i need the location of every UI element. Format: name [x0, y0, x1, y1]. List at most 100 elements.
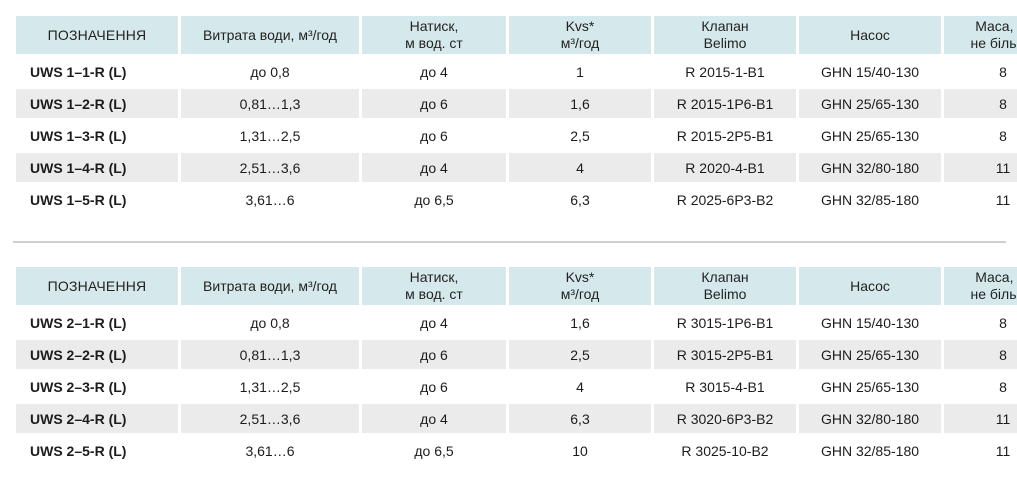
column-header: Маса, кг,не більше: [944, 267, 1017, 305]
column-header-text: Маса, кг,: [975, 269, 1017, 285]
table-cell: GHN 32/85-180: [820, 191, 920, 208]
column-header: Клапан Belimo: [654, 267, 796, 305]
column-header: ПОЗНАЧЕННЯ: [16, 267, 178, 305]
model-designation-cell: UWS 2–2-R (L): [16, 340, 178, 369]
column-header: ПОЗНАЧЕННЯ: [16, 16, 178, 54]
table-cell: R 3015-4-B1: [685, 378, 765, 395]
table-cell: 8: [999, 378, 1007, 395]
table-cell: 1,31…2,5: [239, 127, 301, 144]
table-cell: 8: [999, 63, 1007, 80]
table-cell: 0,81…1,3: [181, 340, 359, 369]
table-row: UWS 2–1-R (L) до 0,8 до 4 1,6 R 3015-1P6-B1 G…: [16, 308, 1017, 337]
table-row: UWS 2–5-R (L) 3,61…6 до 6,5 10 R 3025-10-B2 G…: [16, 436, 1017, 465]
table-cell: 1: [576, 63, 584, 80]
table-cell: R 2025-6P3-B2: [676, 191, 774, 208]
table-cell: R 3015-1P6-B1: [676, 314, 774, 331]
column-header: Витрата води, м³/год: [181, 267, 359, 305]
table-cell: до 6: [362, 89, 506, 118]
table-cell: до 0,8: [250, 314, 290, 331]
table-row: UWS 2–4-R (L) 2,51…3,6 до 4 6,3 R 3020-6P3-B…: [16, 404, 1017, 433]
column-header-text: Натиск,: [409, 18, 459, 34]
table-cell: GHN 32/85-180: [820, 442, 920, 459]
table-cell: R 3015-2P5-B1: [654, 340, 796, 369]
column-header: Kvs* м³/год: [509, 267, 651, 305]
table-cell: до 6: [362, 340, 506, 369]
table-cell: 1,6: [509, 89, 651, 118]
table-cell: 11: [995, 442, 1011, 459]
table-cell: R 2015-2P5-B1: [676, 127, 774, 144]
model-designation-cell: UWS 2–3-R (L): [30, 378, 127, 395]
table-cell: 11: [944, 153, 1017, 182]
column-header-text: м вод. ст: [405, 286, 463, 302]
model-designation-cell: UWS 1–1-R (L): [30, 63, 127, 80]
model-designation-cell: UWS 2–5-R (L): [30, 442, 127, 459]
table-cell: R 2020-4-B1: [654, 153, 796, 182]
table-cell: 6,3: [509, 404, 651, 433]
table-cell: GHN 25/65-130: [799, 89, 941, 118]
model-designation-cell: UWS 1–2-R (L): [16, 89, 178, 118]
table-cell: GHN 32/80-180: [799, 153, 941, 182]
spec-table-2: ПОЗНАЧЕННЯ Витрата води, м³/год Натиск, м в…: [13, 264, 1017, 468]
column-header-text: Клапан: [701, 269, 749, 285]
model-designation-cell: UWS 1–4-R (L): [16, 153, 178, 182]
table-cell: 2,51…3,6: [181, 153, 359, 182]
model-designation-cell: UWS 1–5-R (L): [30, 191, 127, 208]
table-cell: до 4: [420, 314, 448, 331]
table-cell: до 4: [362, 404, 506, 433]
table-row: UWS 2–2-R (L) 0,81…1,3 до 6 2,5 R 3015-2P5-B…: [16, 340, 1017, 369]
table-cell: R 2015-1P6-B1: [654, 89, 796, 118]
table-cell: 8: [999, 314, 1007, 331]
column-header-text: Kvs*: [565, 18, 595, 34]
column-header: Насос: [799, 16, 941, 54]
spec-table-1: ПОЗНАЧЕННЯ Витрата води, м³/год Натиск, м в…: [13, 13, 1017, 217]
table-cell: R 3025-10-B2: [681, 442, 769, 459]
column-header: Маса, кг,не більше: [944, 16, 1017, 54]
table-cell: GHN 15/40-130: [820, 314, 920, 331]
header-row: ПОЗНАЧЕННЯ Витрата води, м³/год Натиск, м в…: [16, 267, 1017, 305]
column-header-text: Belimo: [703, 35, 747, 51]
table-cell: 3,61…6: [245, 442, 295, 459]
table-body: UWS 1–1-R (L) до 0,8 до 4 1 R 2015-1-B1 GHN 1…: [16, 57, 1017, 214]
table-cell: до 6,5: [414, 191, 454, 208]
column-header-text: Витрата води, м³/год: [203, 26, 337, 43]
column-header-text: м³/год: [560, 286, 600, 302]
table-cell: R 2015-1-B1: [685, 63, 765, 80]
table-cell: до 4: [362, 153, 506, 182]
table-cell: 1,31…2,5: [239, 378, 301, 395]
table-cell: 4: [509, 153, 651, 182]
table-row: UWS 2–3-R (L) 1,31…2,5 до 6 4 R 3015-4-B1 GHN…: [16, 372, 1017, 401]
table-cell: GHN 25/65-130: [820, 378, 920, 395]
model-designation-cell: UWS 2–1-R (L): [30, 314, 127, 331]
table-cell: GHN 25/65-130: [799, 340, 941, 369]
column-header-text: Натиск,: [409, 269, 459, 285]
column-header-text: ПОЗНАЧЕННЯ: [47, 26, 147, 43]
column-header: Натиск, м вод. ст: [362, 267, 506, 305]
header-row: ПОЗНАЧЕННЯ Витрата води, м³/год Натиск, м в…: [16, 16, 1017, 54]
column-header-text: Клапан: [701, 18, 749, 34]
table-separator: [13, 241, 1006, 243]
column-header-text: м³/год: [560, 35, 600, 51]
table-header: ПОЗНАЧЕННЯ Витрата води, м³/год Натиск, м в…: [16, 16, 1017, 54]
table-cell: GHN 32/80-180: [799, 404, 941, 433]
table-cell: 11: [995, 191, 1011, 208]
table-cell: 6,3: [570, 191, 590, 208]
column-header-text: Маса, кг,: [975, 18, 1017, 34]
table-cell: 0,81…1,3: [181, 89, 359, 118]
column-header-text: м вод. ст: [405, 35, 463, 51]
table-row: UWS 1–3-R (L) 1,31…2,5 до 6 2,5 R 2015-2P5-B…: [16, 121, 1017, 150]
column-header: Натиск, м вод. ст: [362, 16, 506, 54]
table-body: UWS 2–1-R (L) до 0,8 до 4 1,6 R 3015-1P6-B1 G…: [16, 308, 1017, 465]
column-header-text: Belimo: [703, 286, 747, 302]
model-designation-cell: UWS 1–3-R (L): [30, 127, 127, 144]
table-cell: 8: [944, 89, 1017, 118]
table-cell: 3,61…6: [245, 191, 295, 208]
table-cell: 8: [999, 127, 1007, 144]
table-row: UWS 1–1-R (L) до 0,8 до 4 1 R 2015-1-B1 GHN 1…: [16, 57, 1017, 86]
column-header-text: Kvs*: [565, 269, 595, 285]
table-cell: до 4: [420, 63, 448, 80]
table-cell: 2,5: [570, 127, 590, 144]
table-cell: 2,5: [509, 340, 651, 369]
table-header: ПОЗНАЧЕННЯ Витрата води, м³/год Натиск, м в…: [16, 267, 1017, 305]
column-header-text: не більше: [970, 286, 1017, 302]
